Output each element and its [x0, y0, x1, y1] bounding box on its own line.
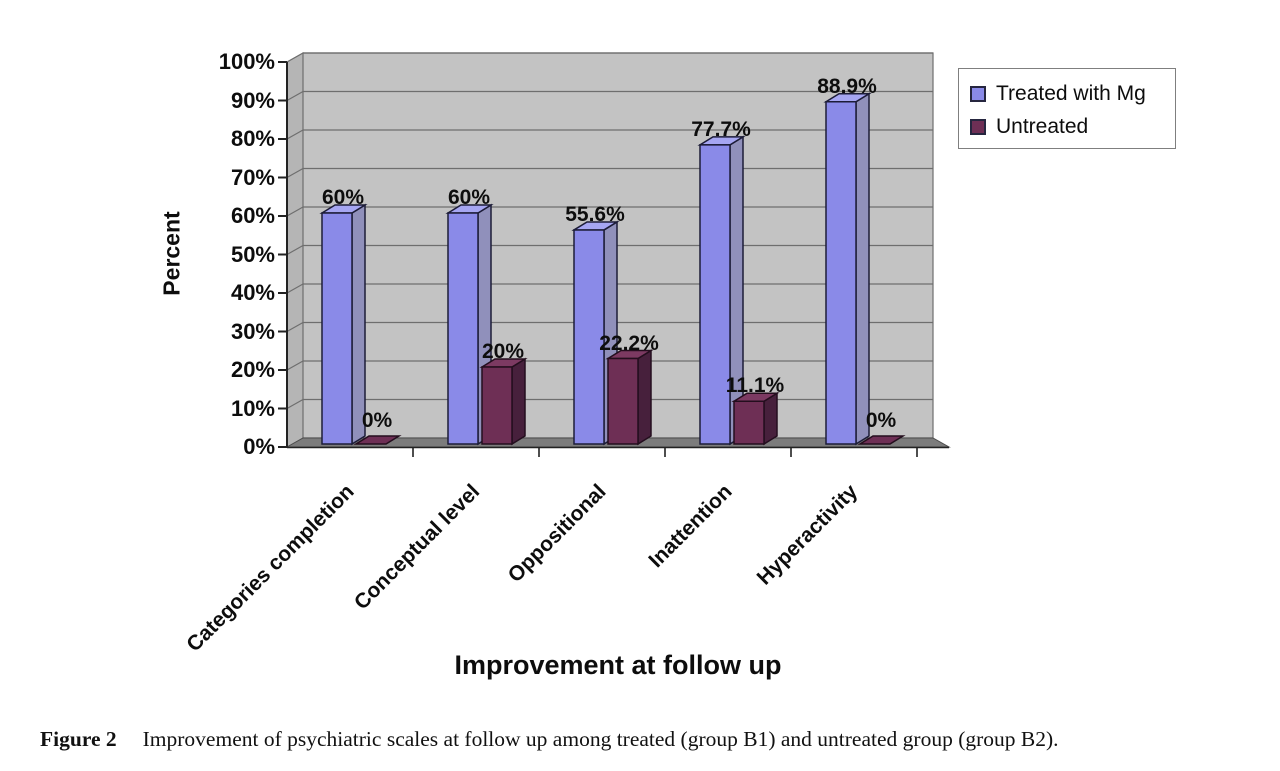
legend: Treated with Mg Untreated — [958, 68, 1176, 149]
bar-untreated-2-front-face — [607, 357, 639, 445]
gridline-side-connector — [286, 129, 304, 140]
bar-untreated-2-side-face — [637, 349, 652, 446]
gridline-side-connector — [286, 321, 304, 333]
gridline-side-connector — [286, 167, 304, 179]
gridline-side-connector — [286, 360, 304, 371]
bar-untreated-3-value-label: 11.1% — [725, 374, 785, 398]
gridline-side-connector — [286, 398, 304, 410]
figure-caption-text: Improvement of psychiatric scales at fol… — [142, 727, 1059, 751]
bar-treated-1-value-label: 60% — [447, 186, 491, 209]
bar-untreated-0-flat — [353, 435, 402, 445]
y-tick-label: 60% — [230, 203, 275, 228]
bar-untreated-0-value-label: 0% — [361, 409, 393, 432]
bar-untreated-2-value-label: 22.2% — [599, 331, 659, 355]
y-tick-label: 90% — [230, 87, 275, 113]
figure-caption-label: Figure 2 — [40, 727, 117, 751]
y-axis-title: Percent — [158, 211, 185, 296]
figure-caption: Figure 2 Improvement of psychiatric scale… — [40, 727, 1250, 752]
bar-treated-3-front-face — [699, 144, 731, 445]
y-tick-label: 40% — [230, 280, 275, 305]
bar-treated-2-value-label: 55.6% — [565, 202, 625, 226]
bar-treated-3-value-label: 77.7% — [691, 117, 751, 141]
bar-treated-0-value-label: 60% — [321, 186, 365, 209]
gridline-side-connector — [286, 244, 304, 256]
bar-treated-4-front-face — [825, 100, 857, 445]
bar-treated-0-front-face — [321, 212, 353, 445]
y-tick-label: 100% — [218, 49, 275, 74]
x-axis-title: Improvement at follow up — [454, 650, 782, 680]
gridline-side-connector — [286, 206, 304, 217]
bar-untreated-1-value-label: 20% — [481, 340, 525, 363]
legend-swatch-treated-icon — [970, 85, 986, 102]
legend-label-treated: Treated with Mg — [996, 81, 1146, 105]
legend-item-untreated: Untreated — [970, 110, 1175, 143]
bar-untreated-4-value-label: 0% — [865, 409, 897, 432]
y-tick-label: 0% — [243, 434, 275, 459]
legend-item-treated: Treated with Mg — [970, 77, 1175, 110]
bar-untreated-4-flat — [857, 435, 906, 445]
y-tick-label: 20% — [230, 357, 275, 382]
bar-untreated-1-front-face — [481, 366, 513, 445]
gridline-side-connector — [286, 283, 304, 294]
bar-untreated-3-front-face — [733, 400, 765, 445]
y-tick-label: 70% — [230, 164, 275, 190]
y-tick-label: 50% — [230, 241, 275, 267]
bar-treated-2-front-face — [573, 229, 605, 445]
bar-treated-4-value-label: 88.9% — [817, 74, 877, 98]
y-tick-label: 30% — [230, 318, 275, 344]
bar-untreated-1-side-face — [511, 357, 526, 446]
gridline-side-connector — [286, 52, 304, 63]
y-tick-label: 10% — [230, 395, 275, 421]
legend-swatch-untreated-icon — [970, 118, 986, 135]
bar-treated-1-front-face — [447, 212, 479, 445]
legend-label-untreated: Untreated — [996, 114, 1089, 138]
gridline-side-connector — [286, 90, 304, 102]
bar-treated-4-side-face — [855, 92, 870, 446]
y-tick-label: 80% — [230, 126, 275, 151]
